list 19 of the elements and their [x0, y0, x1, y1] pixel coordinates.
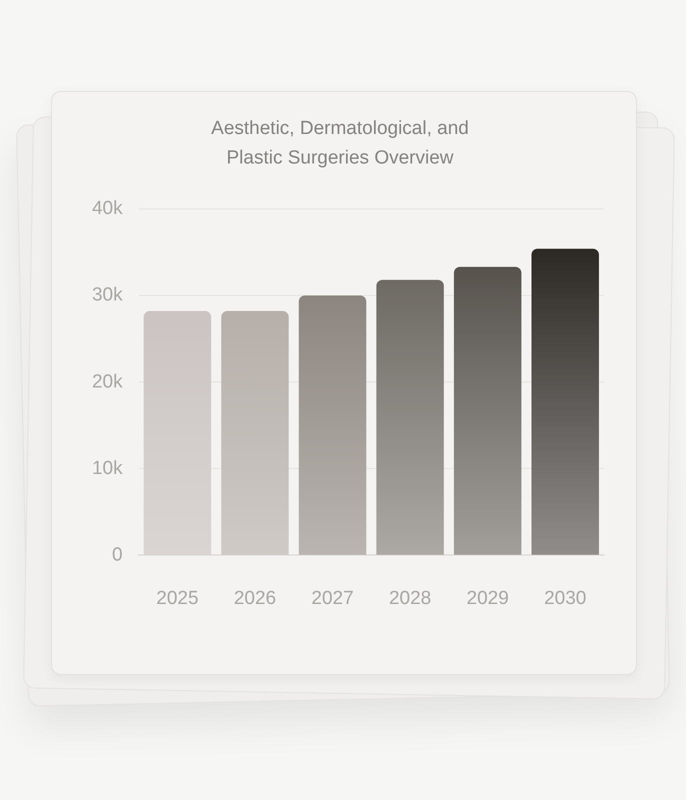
bar — [531, 248, 599, 555]
text: Plastic Surgeries Overview — [226, 147, 454, 168]
x-tick-label: 2027 — [311, 588, 354, 609]
x-tick-label: 2025 — [156, 588, 199, 609]
x-tick-label: 2029 — [466, 588, 509, 609]
y-tick-label: 10k — [92, 458, 124, 479]
x-tick-label: 2028 — [388, 588, 432, 609]
text: Aesthetic, Dermatological, and — [211, 118, 469, 139]
bar — [298, 295, 366, 555]
bar — [221, 311, 289, 555]
y-tick-label: 0 — [112, 544, 123, 566]
x-tick-label: 2026 — [234, 588, 276, 609]
bar — [454, 266, 522, 555]
y-tick-label: 40k — [92, 198, 124, 220]
y-tick-label: 20k — [92, 371, 124, 392]
bar — [376, 280, 444, 555]
y-tick-label: 30k — [92, 284, 124, 306]
bar — [144, 311, 212, 555]
x-tick-label: 2030 — [544, 588, 586, 609]
